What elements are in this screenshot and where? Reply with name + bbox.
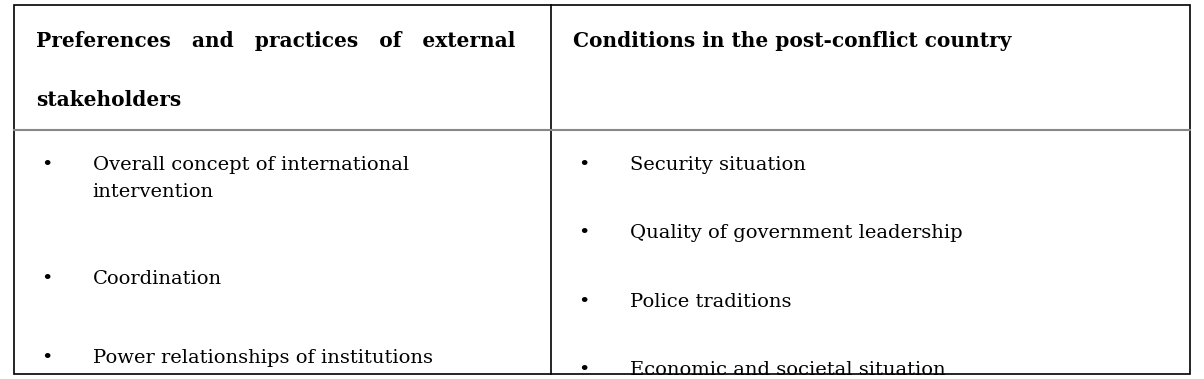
Text: Conditions in the post-conflict country: Conditions in the post-conflict country: [573, 31, 1011, 51]
Text: Power relationships of institutions: Power relationships of institutions: [93, 349, 432, 367]
Text: Overall concept of international
intervention: Overall concept of international interve…: [93, 156, 409, 200]
Text: •: •: [41, 156, 52, 174]
Text: Preferences   and   practices   of   external: Preferences and practices of external: [36, 31, 515, 51]
Text: •: •: [41, 270, 52, 288]
Text: Security situation: Security situation: [630, 156, 805, 174]
Text: Police traditions: Police traditions: [630, 293, 791, 310]
Text: •: •: [578, 361, 589, 379]
Text: •: •: [578, 293, 589, 310]
Text: •: •: [41, 349, 52, 367]
Text: •: •: [578, 224, 589, 242]
Text: Coordination: Coordination: [93, 270, 222, 288]
Text: Economic and societal situation: Economic and societal situation: [630, 361, 945, 379]
Text: stakeholders: stakeholders: [36, 90, 182, 110]
Text: •: •: [578, 156, 589, 174]
Text: Quality of government leadership: Quality of government leadership: [630, 224, 962, 242]
